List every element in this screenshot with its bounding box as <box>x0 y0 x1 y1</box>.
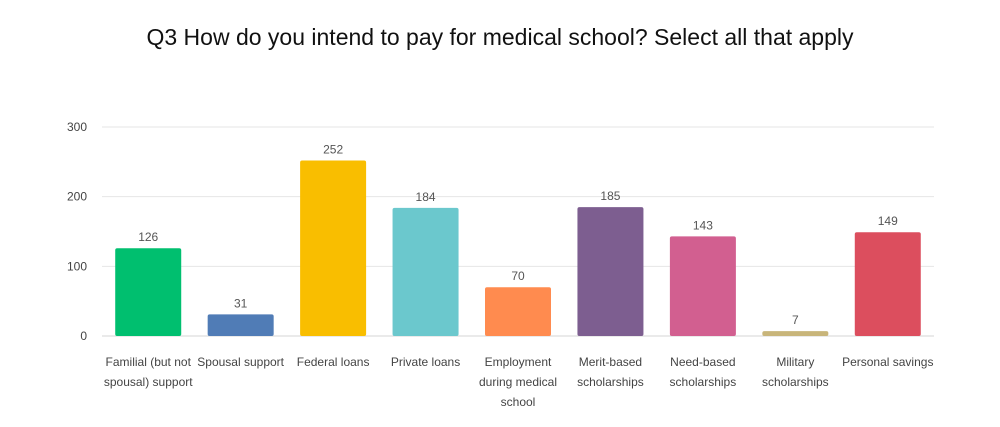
data-label: 149 <box>878 214 898 228</box>
data-label: 252 <box>323 142 343 156</box>
bar <box>300 160 367 336</box>
bar <box>485 287 551 336</box>
x-tick-label: Personal savings <box>842 355 934 369</box>
data-label: 143 <box>693 218 713 232</box>
bar <box>577 207 644 336</box>
x-tick-label: Federal loans <box>296 355 370 369</box>
y-tick-label: 200 <box>67 190 87 204</box>
x-tick-label: Familial (but not spousal) support <box>103 355 193 389</box>
bar <box>669 236 736 336</box>
x-tick-label: Employment during medical school <box>478 355 558 409</box>
data-label: 126 <box>138 230 158 244</box>
x-tick-label: Need-based scholarships <box>669 355 737 389</box>
data-label: 7 <box>792 313 799 327</box>
y-tick-label: 0 <box>80 329 87 343</box>
x-tick-label: Private loans <box>390 355 461 369</box>
bar <box>115 248 182 336</box>
chart-title: Q3 How do you intend to pay for medical … <box>146 24 854 50</box>
x-tick-label: Spousal support <box>197 355 285 369</box>
data-label: 184 <box>416 190 436 204</box>
x-tick-label: Military scholarships <box>761 355 829 389</box>
data-label: 31 <box>234 296 248 310</box>
bar <box>762 331 829 336</box>
y-tick-label: 300 <box>67 120 87 134</box>
bar <box>854 232 921 336</box>
data-label: 185 <box>600 189 620 203</box>
y-tick-label: 100 <box>67 259 87 273</box>
bar <box>207 314 274 336</box>
x-tick-label: Merit-based scholarships <box>577 355 644 389</box>
data-label: 70 <box>511 269 525 283</box>
bar <box>392 207 459 336</box>
